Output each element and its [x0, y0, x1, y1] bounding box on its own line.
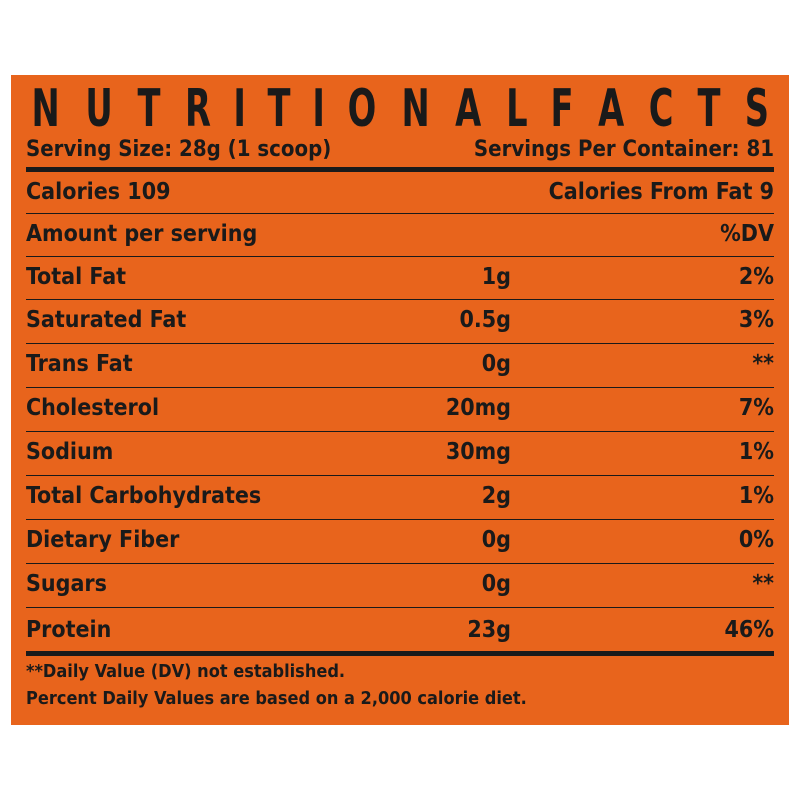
title-letter: T	[267, 79, 291, 139]
divider	[26, 343, 774, 344]
nutrient-dv: 2%	[738, 264, 774, 290]
nutrient-amount: 23g	[467, 617, 511, 643]
nutrient-name: Trans Fat	[26, 351, 133, 377]
nutrient-dv: 46%	[724, 617, 774, 643]
title-letter: N	[31, 79, 60, 139]
nutrient-name: Total Fat	[26, 264, 127, 290]
title-letter: L	[505, 79, 528, 139]
nutrient-name: Total Carbohydrates	[26, 483, 262, 509]
divider	[26, 299, 774, 300]
calories-row: Calories 109 Calories From Fat 9	[26, 172, 774, 212]
amount-per-serving-label: Amount per serving	[26, 221, 258, 247]
nutrient-amount: 0g	[481, 571, 511, 597]
title-letter: T	[697, 79, 721, 139]
title-letter: T	[137, 79, 161, 139]
title-letter: O	[347, 79, 377, 139]
nutrient-row-total-carbohydrates: Total Carbohydrates 2g 1%	[26, 476, 774, 516]
nutrient-dv: 7%	[738, 395, 774, 421]
nutrient-name: Saturated Fat	[26, 307, 187, 333]
nutrient-amount: 0g	[481, 527, 511, 553]
title-letter: I	[232, 79, 246, 139]
nutrient-name: Cholesterol	[26, 395, 160, 421]
divider-thick	[26, 651, 774, 656]
nutrient-dv: 3%	[738, 307, 774, 333]
nutrient-row-cholesterol: Cholesterol 20mg 7%	[26, 388, 774, 428]
servings-per-container: Servings Per Container: 81	[473, 136, 774, 162]
title-letter: S	[744, 79, 770, 139]
nutrient-row-saturated-fat: Saturated Fat 0.5g 3%	[26, 300, 774, 340]
divider	[26, 475, 774, 476]
serving-info: Serving Size: 28g (1 scoop) Servings Per…	[26, 133, 774, 165]
nutrient-amount: 0.5g	[459, 307, 511, 333]
calories-from-fat: Calories From Fat 9	[548, 179, 774, 205]
title-letter: I	[312, 79, 325, 139]
title-letter: A	[455, 79, 482, 139]
nutrient-amount: 2g	[481, 483, 511, 509]
nutrient-dv: 1%	[738, 439, 774, 465]
nutrient-row-total-fat: Total Fat 1g 2%	[26, 257, 774, 297]
dv-header: %DV	[720, 221, 774, 247]
nutrient-row-sugars: Sugars 0g **	[26, 564, 774, 604]
nutrient-row-sodium: Sodium 30mg 1%	[26, 432, 774, 472]
nutrient-name: Sodium	[26, 439, 114, 465]
title-letter: C	[648, 79, 674, 139]
nutrient-amount: 1g	[481, 264, 511, 290]
title-letter: U	[85, 79, 113, 139]
nutrient-dv: **	[752, 351, 774, 377]
nutrient-dv: 1%	[738, 483, 774, 509]
divider	[26, 563, 774, 564]
divider	[26, 256, 774, 257]
nutrient-dv: 0%	[738, 527, 774, 553]
nutrient-row-dietary-fiber: Dietary Fiber 0g 0%	[26, 520, 774, 560]
footnote-calorie-diet: Percent Daily Values are based on a 2,00…	[26, 688, 527, 709]
footnote-dv-not-established: **Daily Value (DV) not established.	[26, 661, 346, 682]
divider	[26, 431, 774, 432]
footnote: **Daily Value (DV) not established. Perc…	[26, 658, 527, 712]
calories-label: Calories 109	[26, 179, 171, 205]
nutrient-dv: **	[752, 571, 774, 597]
divider	[26, 607, 774, 608]
divider	[26, 387, 774, 388]
nutrient-row-trans-fat: Trans Fat 0g **	[26, 344, 774, 384]
nutrient-name: Sugars	[26, 571, 107, 597]
divider	[26, 519, 774, 520]
title-letter: F	[550, 79, 574, 139]
divider-thick	[26, 167, 774, 172]
nutrition-facts-panel: N U T R I T I O N A L F A C T S Serving …	[11, 75, 789, 725]
nutrition-facts-title: N U T R I T I O N A L F A C T S	[26, 83, 774, 135]
nutrient-name: Protein	[26, 617, 112, 643]
nutrient-amount: 30mg	[445, 439, 511, 465]
serving-size: Serving Size: 28g (1 scoop)	[26, 136, 332, 162]
title-letter: A	[598, 79, 625, 139]
title-letter: N	[401, 79, 431, 139]
nutrient-amount: 0g	[481, 351, 511, 377]
divider	[26, 213, 774, 214]
nutrient-row-protein: Protein 23g 46%	[26, 610, 774, 650]
nutrient-amount: 20mg	[445, 395, 511, 421]
nutrient-name: Dietary Fiber	[26, 527, 180, 553]
title-letter: R	[184, 79, 211, 139]
amount-header-row: Amount per serving %DV	[26, 214, 774, 254]
